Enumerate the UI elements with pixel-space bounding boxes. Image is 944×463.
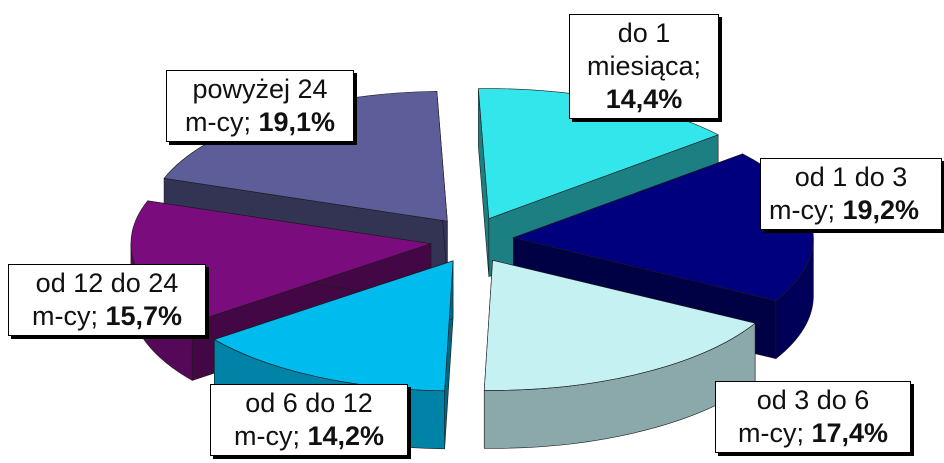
label-value: 14,4%	[605, 84, 683, 114]
label-powyzej-24: powyżej 24 m-cy; 19,1%	[166, 70, 354, 142]
pie-slice-top	[213, 260, 454, 392]
label-line-2: m-cy;	[233, 421, 300, 451]
label-value: 19,2%	[842, 195, 920, 225]
label-od-12-do-24: od 12 do 24 m-cy; 15,7%	[8, 264, 206, 336]
label-value: 17,4%	[811, 418, 889, 448]
label-line-2: m-cy;	[769, 195, 835, 225]
label-line-1: od 3 do 6	[756, 385, 870, 415]
label-line-1: od 1 do 3	[794, 162, 908, 192]
label-line-1: do 1	[617, 18, 671, 48]
label-line-2: m-cy;	[184, 107, 251, 137]
label-od-6-do-12: od 6 do 12 m-cy; 14,2%	[210, 384, 408, 456]
label-do-1-miesiaca: do 1 miesiąca; 14,4%	[569, 14, 719, 119]
label-line-2: m-cy;	[31, 301, 98, 331]
label-od-1-do-3: od 1 do 3 m-cy; 19,2%	[760, 158, 942, 230]
label-value: 19,1%	[258, 107, 336, 137]
label-line-2: miesiąca;	[586, 51, 702, 81]
label-value: 14,2%	[307, 421, 385, 451]
label-od-3-do-6: od 3 do 6 m-cy; 17,4%	[715, 381, 911, 453]
label-value: 15,7%	[105, 301, 183, 331]
label-line-1: od 6 do 12	[245, 388, 373, 418]
label-line-1: od 12 do 24	[35, 268, 179, 298]
pie-slice-top	[483, 259, 756, 391]
pie-slice-2	[483, 259, 756, 449]
label-line-2: m-cy;	[737, 418, 804, 448]
label-line-1: powyżej 24	[192, 74, 328, 104]
